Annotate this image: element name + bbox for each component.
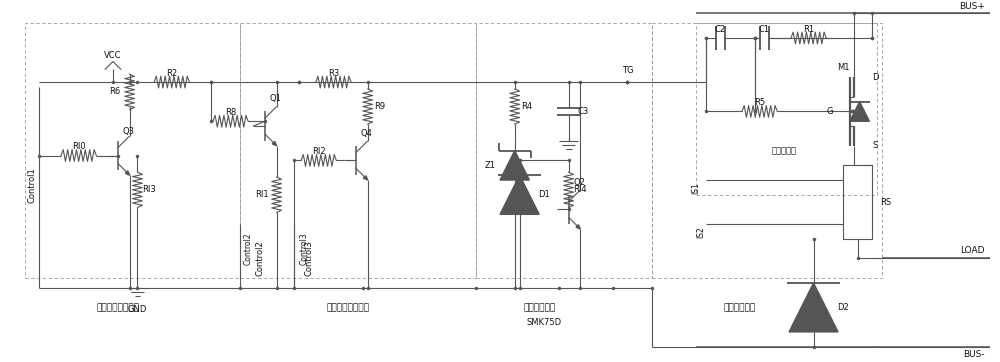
Text: R3: R3 [328,69,339,78]
Text: IS1: IS1 [691,182,700,194]
Text: Control1: Control1 [27,167,36,203]
Text: Q2: Q2 [573,177,585,186]
Polygon shape [500,151,529,180]
Text: TG: TG [622,66,633,75]
Bar [652,23,882,278]
Text: R1: R1 [803,25,814,34]
Text: BUS-: BUS- [963,350,985,358]
Text: Control2: Control2 [244,232,253,265]
Text: GND: GND [128,305,147,314]
Bar [25,23,240,278]
Text: Q4: Q4 [361,129,373,138]
Text: D1: D1 [538,190,550,199]
Polygon shape [125,171,130,175]
Text: RS: RS [880,198,891,207]
Text: RI4: RI4 [574,185,587,194]
Text: R5: R5 [754,98,765,107]
Text: S: S [872,141,878,150]
Text: BUS+: BUS+ [959,1,985,10]
Polygon shape [850,110,854,113]
Text: C3: C3 [578,107,589,116]
Polygon shape [850,102,869,121]
Text: RI0: RI0 [72,142,85,151]
Text: C2: C2 [715,25,726,34]
Text: C1: C1 [759,25,770,34]
Polygon shape [500,175,539,214]
Text: LOAD: LOAD [961,247,985,256]
Text: Q1: Q1 [270,94,282,103]
Text: Control3: Control3 [300,232,309,265]
Text: 多级驱动保护控制: 多级驱动保护控制 [327,303,370,312]
Text: D: D [872,73,879,82]
Text: RI3: RI3 [142,185,156,194]
Polygon shape [576,225,580,229]
Bar [843,165,872,239]
Text: R9: R9 [374,102,385,111]
Text: R4: R4 [521,102,532,111]
Text: D2: D2 [837,303,849,312]
Bar [696,23,877,195]
Text: R8: R8 [225,108,236,117]
Text: R2: R2 [166,69,177,78]
Bar [476,23,652,278]
Text: G: G [827,107,833,116]
Text: Q3: Q3 [123,127,135,135]
Bar [240,23,476,278]
Text: 正常开通关断电路: 正常开通关断电路 [96,303,139,312]
Text: R6: R6 [109,87,121,96]
Polygon shape [363,176,368,180]
Text: VCC: VCC [104,51,122,60]
Polygon shape [789,283,838,332]
Text: RI2: RI2 [312,147,326,156]
Text: Control2: Control2 [255,241,264,276]
Text: Control3: Control3 [304,240,313,276]
Text: 缓开通电路: 缓开通电路 [772,146,797,155]
Text: SMK75D: SMK75D [527,317,562,327]
Text: 电流采样电路: 电流采样电路 [724,303,756,312]
Text: Z1: Z1 [485,161,496,170]
Text: RI1: RI1 [255,190,269,199]
Text: M1: M1 [837,63,849,72]
Text: 瞬态抑制电路: 瞬态抑制电路 [523,303,555,312]
Text: IS2: IS2 [696,226,705,238]
Polygon shape [272,142,277,146]
